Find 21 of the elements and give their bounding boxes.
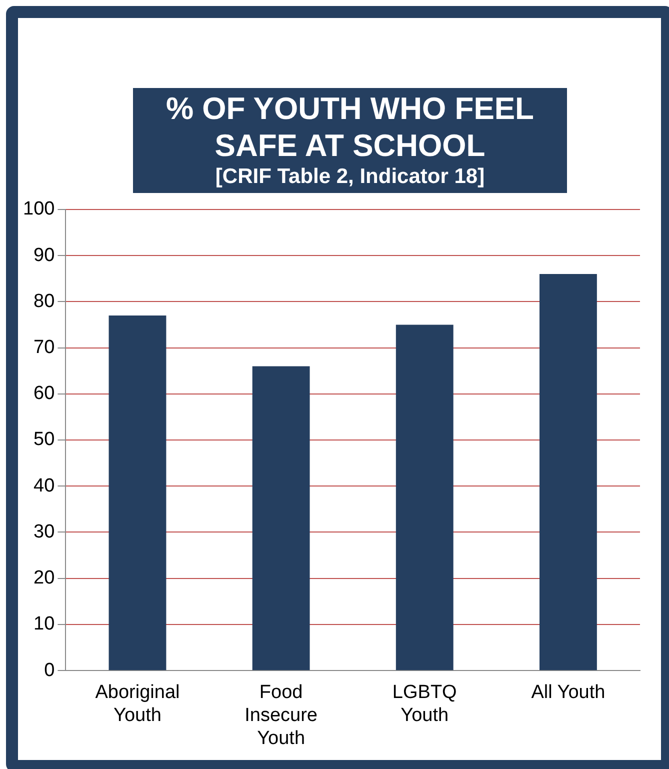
x-tick-label: All Youth — [531, 682, 606, 704]
bar — [252, 366, 310, 670]
bar — [108, 315, 166, 670]
x-tick-label: Food Insecure Youth — [244, 682, 318, 749]
y-tick-label: 0 — [44, 660, 55, 681]
y-tick-label: 40 — [34, 475, 55, 496]
y-tick-label: 20 — [34, 568, 55, 589]
y-tick-label: 70 — [34, 336, 55, 358]
chart-subtitle: [CRIF Table 2, Indicator 18] — [214, 164, 486, 190]
x-tick-label: LGBTQ Youth — [392, 682, 457, 726]
bar — [396, 324, 454, 670]
y-tick-label: 100 — [23, 198, 55, 220]
x-tick-label: Aboriginal Youth — [95, 682, 180, 726]
y-tick-label: 80 — [34, 290, 55, 312]
y-tick-label: 30 — [34, 521, 55, 542]
chart-title: % OF YOUTH WHO FEEL SAFE AT SCHOOL — [165, 90, 535, 164]
y-tick-label: 90 — [34, 244, 55, 266]
bar — [539, 274, 597, 670]
y-tick-label: 60 — [34, 383, 55, 404]
y-tick-label: 50 — [34, 429, 55, 450]
y-tick-label: 10 — [34, 614, 55, 635]
